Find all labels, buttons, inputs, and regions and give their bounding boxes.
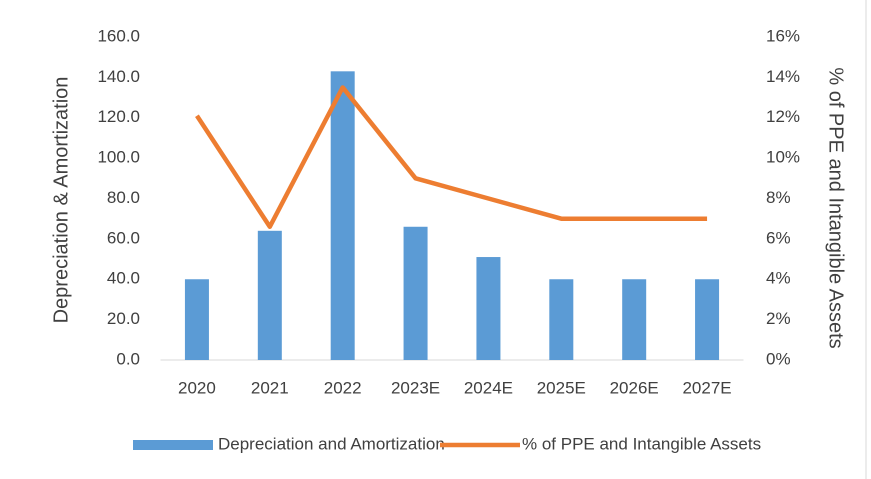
x-tick-label: 2025E (537, 378, 586, 397)
bar (476, 257, 501, 360)
x-tick-label: 2021 (251, 378, 289, 397)
y2-tick-label: 2% (766, 309, 791, 328)
y2-tick-label: 12% (766, 107, 800, 126)
y-tick-label: 40.0 (107, 269, 140, 288)
y-tick-label: 20.0 (107, 309, 140, 328)
y2-tick-label: 0% (766, 349, 791, 368)
y-tick-label: 100.0 (97, 148, 140, 167)
legend-label: Depreciation and Amortization (218, 434, 445, 453)
x-tick-label: 2020 (178, 378, 216, 397)
x-tick-label: 2026E (610, 378, 659, 397)
y2-tick-label: 10% (766, 148, 800, 167)
bar (403, 226, 428, 360)
x-tick-label: 2022 (324, 378, 362, 397)
y-tick-label: 160.0 (97, 26, 140, 45)
line (195, 85, 708, 230)
y-tick-label: 120.0 (97, 107, 140, 126)
bar (330, 71, 355, 360)
x-tick-label: 2024E (464, 378, 513, 397)
y2-axis-title: % of PPE and Intangible Assets (825, 67, 847, 348)
x-tick-label: 2023E (391, 378, 440, 397)
y2-tick-label: 6% (766, 228, 791, 247)
y2-tick-label: 16% (766, 26, 800, 45)
legend-label: % of PPE and Intangible Assets (522, 434, 761, 453)
y-tick-label: 140.0 (97, 67, 140, 86)
y-axis-title: Depreciation & Amortization (50, 77, 72, 324)
legend-swatch (133, 440, 213, 450)
bar (622, 279, 647, 360)
x-tick-label: 2027E (682, 378, 731, 397)
y-tick-label: 0.0 (116, 349, 140, 368)
y-tick-label: 60.0 (107, 228, 140, 247)
y2-tick-label: 4% (766, 269, 791, 288)
bar (549, 279, 574, 360)
y-tick-label: 80.0 (107, 188, 140, 207)
bar (695, 279, 720, 360)
bar (257, 230, 282, 360)
y2-tick-label: 8% (766, 188, 791, 207)
bar (184, 279, 209, 360)
y2-tick-label: 14% (766, 67, 800, 86)
